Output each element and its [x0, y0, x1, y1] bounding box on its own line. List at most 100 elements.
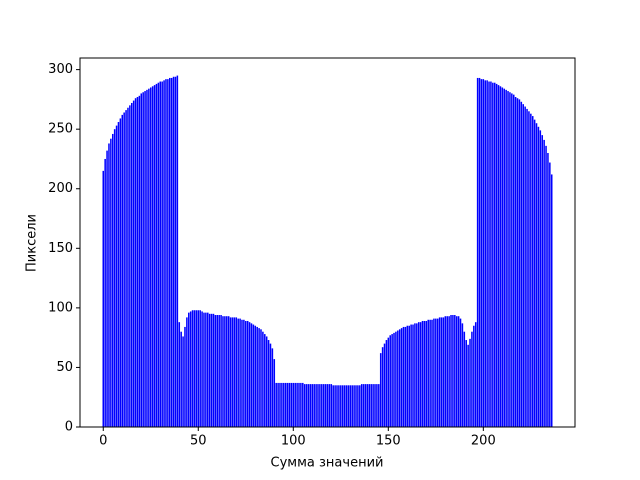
bar: [169, 77, 171, 428]
bar: [286, 382, 289, 427]
bar: [284, 382, 287, 427]
y-tick-label: 0: [65, 420, 73, 435]
bar: [292, 382, 295, 427]
bar: [264, 334, 266, 427]
bar: [136, 97, 139, 427]
plot-frame: [79, 57, 576, 428]
x-tick-label: 150: [376, 434, 401, 449]
bar: [113, 129, 116, 427]
bar: [495, 83, 498, 428]
bar: [421, 320, 424, 427]
bar: [425, 320, 428, 427]
bar: [102, 170, 105, 427]
bar: [161, 81, 163, 428]
bar: [275, 382, 277, 427]
bar: [142, 92, 144, 428]
bar: [174, 76, 177, 428]
bar: [127, 107, 129, 427]
bar: [531, 116, 534, 427]
bar: [429, 319, 431, 427]
bar: [349, 385, 352, 427]
bar: [303, 384, 306, 427]
bar: [311, 384, 314, 427]
y-tick-label: 150: [48, 241, 73, 256]
bar: [391, 334, 393, 427]
bar: [505, 89, 507, 428]
bar: [239, 318, 241, 427]
bar: [351, 385, 353, 427]
bar: [467, 344, 469, 427]
bar: [400, 328, 403, 427]
bar: [258, 328, 260, 427]
bar: [497, 85, 500, 428]
bar: [549, 162, 551, 428]
bar: [541, 135, 543, 427]
bar: [208, 313, 211, 427]
bar: [402, 326, 405, 427]
bar: [486, 80, 488, 428]
bar: [427, 319, 429, 427]
bar: [448, 316, 450, 427]
bar: [229, 317, 232, 427]
bar: [436, 318, 439, 427]
bar: [389, 335, 391, 427]
bar: [302, 382, 304, 427]
bar: [241, 319, 243, 427]
bar: [322, 384, 325, 427]
bar: [300, 382, 302, 427]
bar: [146, 89, 148, 428]
bar: [526, 108, 528, 427]
bar: [471, 331, 473, 427]
bar: [417, 322, 420, 427]
bar: [336, 385, 338, 427]
bar: [435, 318, 437, 427]
bar: [172, 76, 175, 428]
bar: [216, 315, 219, 427]
bar: [210, 313, 213, 427]
bar: [406, 325, 409, 427]
bar: [281, 382, 283, 427]
bar: [212, 313, 215, 427]
bar: [543, 139, 545, 427]
bar: [372, 384, 374, 427]
bar: [189, 311, 192, 427]
bar: [492, 82, 494, 428]
bar: [125, 110, 127, 427]
bar: [265, 336, 268, 427]
bar: [539, 130, 542, 427]
bar: [218, 315, 220, 427]
bar: [338, 385, 340, 427]
bar: [283, 382, 285, 427]
bar: [256, 326, 258, 427]
bar: [138, 95, 141, 427]
bar: [117, 122, 120, 427]
bar: [260, 329, 262, 427]
bar: [480, 79, 483, 428]
bar: [159, 81, 162, 428]
bar: [446, 316, 448, 427]
bar: [357, 385, 359, 427]
bar: [476, 77, 479, 428]
bar: [184, 326, 186, 427]
bar: [484, 80, 486, 428]
bar: [151, 86, 154, 428]
bar: [524, 106, 526, 427]
bar: [404, 326, 407, 427]
bar: [457, 316, 460, 427]
bar: [191, 310, 194, 427]
y-tick-label: 250: [48, 122, 73, 137]
bar: [528, 111, 530, 427]
bar: [134, 98, 137, 427]
bar: [296, 382, 298, 427]
y-tick-label: 300: [48, 62, 73, 77]
bar: [205, 312, 207, 427]
bar: [444, 316, 447, 427]
bar: [353, 385, 355, 427]
bar: [395, 331, 397, 427]
bar: [376, 384, 378, 427]
bar: [108, 143, 110, 427]
bar: [334, 385, 336, 427]
bar: [207, 312, 209, 427]
bar: [165, 79, 167, 428]
